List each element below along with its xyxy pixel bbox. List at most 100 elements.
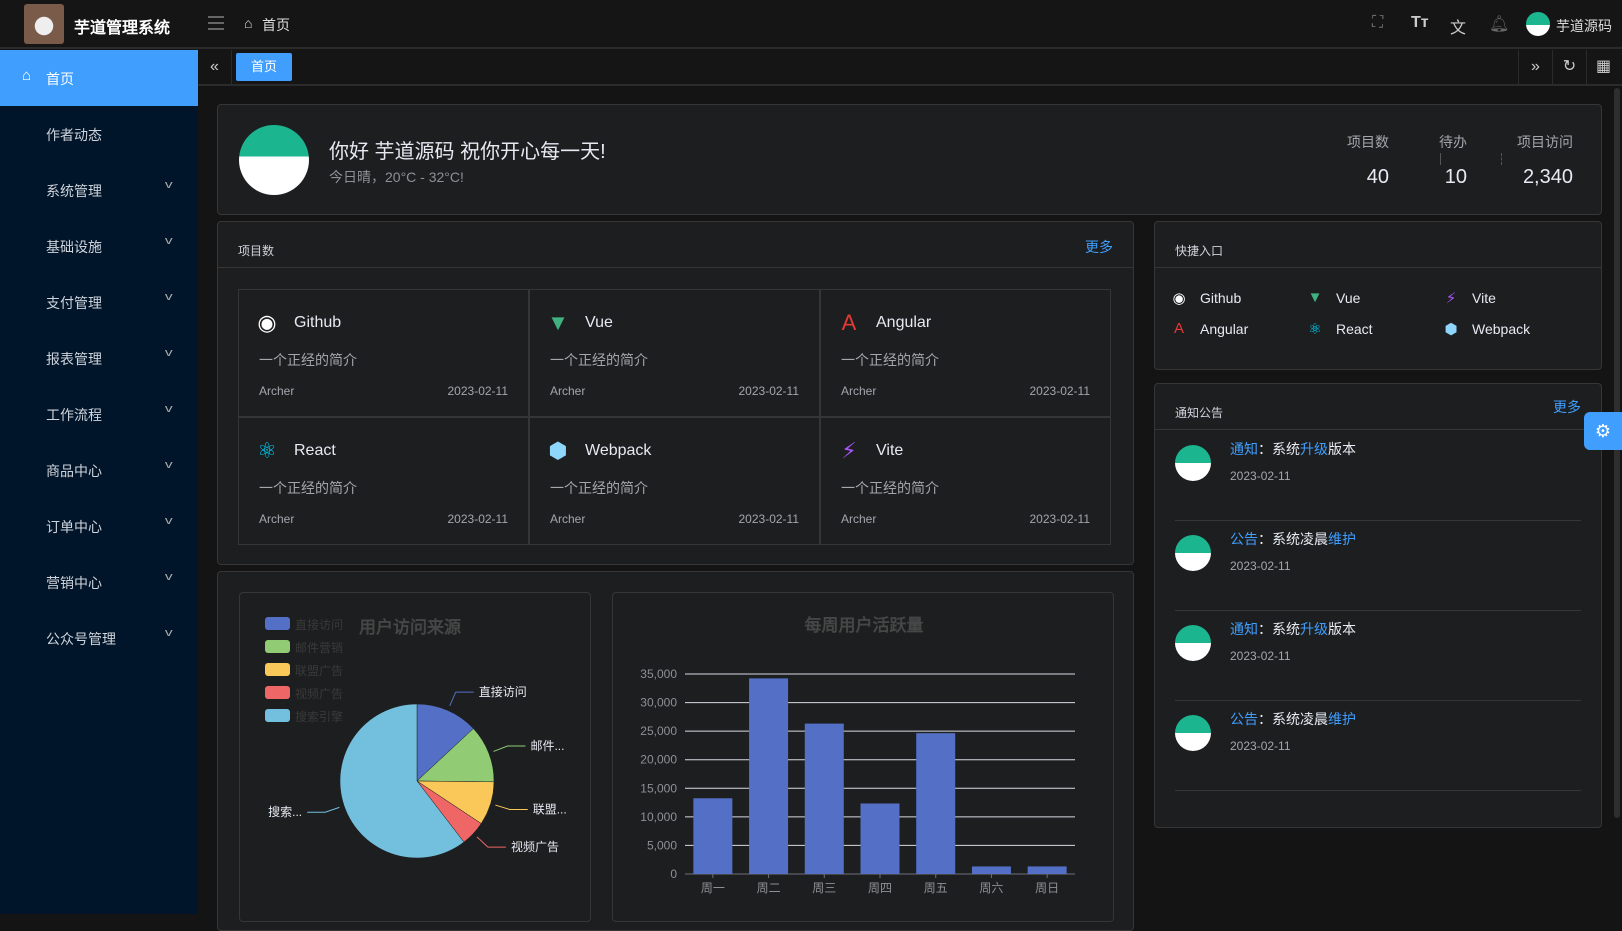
y-tick-label: 5,000	[647, 838, 677, 852]
stat-todo: 待办 10	[1439, 134, 1467, 188]
bar-chart: 每周用户活跃量 0 5,000 10,000 15,000 20,000 25,000 30,…	[640, 615, 1075, 895]
project-item[interactable]: ◉ Github 一个正经的简介 Archer 2023-02-11	[238, 289, 529, 417]
project-date: 2023-02-11	[1029, 384, 1091, 398]
shortcut-label: React	[1336, 321, 1373, 337]
more-link[interactable]: 更多	[1085, 239, 1113, 255]
user-avatar[interactable]	[1526, 12, 1550, 36]
breadcrumb[interactable]: 首页	[262, 17, 290, 33]
sidebar-item[interactable]: 支付管理 v	[0, 274, 198, 330]
label-line	[307, 806, 340, 813]
shortcuts-card: 快捷入口 ◉ Github ▼ Vue ⚡ Vite A Angular ⚛ React ⬢ Webp…	[1154, 221, 1602, 370]
sidebar-item[interactable]: 基础设施 v	[0, 218, 198, 274]
project-desc: 一个正经的简介	[841, 352, 939, 368]
scroll-left-icon[interactable]: «	[198, 50, 232, 84]
project-author: Archer	[841, 384, 877, 398]
sidebar-item[interactable]: ⌂ 首页	[0, 50, 198, 106]
chevron-down-icon: v	[164, 235, 173, 247]
sidebar-item-label: 支付管理	[46, 295, 102, 311]
project-item[interactable]: ⚡ Vite 一个正经的简介 Archer 2023-02-11	[820, 417, 1111, 545]
notice-item[interactable]: 通知：系统升级版本 2023-02-11	[1175, 611, 1581, 701]
sidebar-item[interactable]: 工作流程 v	[0, 386, 198, 442]
sidebar-item-label: 系统管理	[46, 183, 102, 199]
label-line	[495, 804, 528, 810]
sidebar-item[interactable]: 系统管理 v	[0, 162, 198, 218]
sidebar-item-label: 首页	[46, 71, 74, 87]
bar	[916, 733, 956, 874]
project-author: Archer	[550, 384, 586, 398]
label-line	[476, 836, 506, 848]
scrollbar[interactable]	[1614, 88, 1620, 818]
tags-bar: « 首页 » ↻ ▦	[198, 50, 1622, 86]
vite-icon: ⚡	[841, 438, 857, 463]
y-tick-label: 15,000	[640, 781, 677, 795]
shortcut-label: Angular	[1200, 321, 1249, 337]
projects-card: 项目数 更多 ◉ Github 一个正经的简介 Archer 2023-02-1…	[217, 221, 1134, 565]
card-title: 快捷入口	[1175, 244, 1224, 258]
y-tick-label: 25,000	[640, 724, 677, 738]
card-title: 通知公告	[1175, 406, 1224, 420]
project-date: 2023-02-11	[1029, 512, 1091, 526]
sidebar-item[interactable]: 营销中心 v	[0, 554, 198, 610]
sidebar-item[interactable]: 报表管理 v	[0, 330, 198, 386]
font-size-icon[interactable]: Tт	[1411, 14, 1429, 31]
project-name: Webpack	[585, 442, 652, 459]
shortcut-label: Vite	[1472, 290, 1496, 306]
top-header: 芋道管理系统 ⌂ 首页 ⛶ Tт 文 🔔︎ 芋道源码	[0, 0, 1622, 49]
translate-icon[interactable]: 文	[1450, 20, 1467, 37]
legend-label: 搜索引擎	[295, 709, 343, 724]
sidebar-item[interactable]: 公众号管理 v	[0, 610, 198, 666]
more-link[interactable]: 更多	[1553, 399, 1581, 415]
react-icon: ⚛	[257, 438, 277, 463]
sidebar-item[interactable]: 作者动态	[0, 106, 198, 162]
y-tick-label: 0	[670, 867, 677, 881]
chevron-down-icon: v	[164, 571, 173, 583]
card-header: 通知公告 更多	[1155, 384, 1601, 430]
project-item[interactable]: ⚛ React 一个正经的简介 Archer 2023-02-11	[238, 417, 529, 545]
scroll-right-icon[interactable]: »	[1518, 50, 1552, 84]
sidebar-item[interactable]: 订单中心 v	[0, 498, 198, 554]
github-icon: ◉	[257, 310, 277, 335]
legend-swatch	[265, 686, 290, 699]
x-tick-label: 周三	[812, 881, 836, 895]
notice-item[interactable]: 公告：系统凌晨维护 2023-02-11	[1175, 521, 1581, 611]
tab-home[interactable]: 首页	[236, 53, 292, 81]
bell-icon[interactable]: 🔔︎	[1489, 16, 1510, 33]
refresh-icon[interactable]: ↻	[1552, 50, 1586, 84]
label-line	[449, 691, 474, 707]
sidebar-item-label: 订单中心	[46, 519, 102, 535]
project-item[interactable]: ⬢ Webpack 一个正经的简介 Archer 2023-02-11	[529, 417, 820, 545]
notice-avatar	[1175, 625, 1211, 661]
y-tick-label: 35,000	[640, 667, 677, 681]
card-header: 项目数 更多	[218, 222, 1133, 268]
sidebar-item[interactable]: 商品中心 v	[0, 442, 198, 498]
chart-title: 用户访问来源	[359, 617, 461, 637]
pie-chart-box: 用户访问来源 直接访问 邮件营销 联盟广告 视频广告 搜索引擎 直接访问 邮件... 联盟...…	[239, 592, 591, 922]
x-tick-label: 周六	[979, 881, 1003, 895]
card-title: 项目数	[238, 244, 275, 258]
project-name: Vite	[876, 442, 904, 459]
project-date: 2023-02-11	[738, 512, 800, 526]
stat-visits: 项目访问 2,340	[1517, 134, 1573, 188]
sidebar: ⌂ 首页 作者动态 系统管理 v 基础设施 v 支付管理 v 报表管理 v 工作流程 v 商品中心 v 订单中…	[0, 50, 198, 914]
project-item[interactable]: ▼ Vue 一个正经的简介 Archer 2023-02-11	[529, 289, 820, 417]
notice-item[interactable]: 通知：系统升级版本 2023-02-11	[1175, 431, 1581, 521]
notice-date: 2023-02-11	[1230, 469, 1291, 483]
pie-slice	[416, 728, 495, 783]
shortcut-label: Github	[1200, 290, 1242, 306]
collapse-menu-icon[interactable]	[208, 16, 224, 30]
bar	[693, 798, 733, 874]
x-tick-label: 周四	[868, 881, 892, 895]
github-icon: ◉	[1172, 290, 1186, 307]
notice-title: 通知：系统升级版本	[1230, 441, 1356, 457]
project-author: Archer	[259, 512, 295, 526]
fullscreen-icon[interactable]: ⛶	[1372, 14, 1384, 31]
shortcut-label: Webpack	[1472, 321, 1531, 337]
grid-menu-icon[interactable]: ▦	[1586, 50, 1620, 84]
bar	[804, 723, 844, 874]
sidebar-item-label: 作者动态	[46, 127, 102, 143]
username[interactable]: 芋道源码	[1556, 18, 1612, 34]
settings-gear-icon[interactable]: ⚙	[1584, 412, 1622, 450]
notice-item[interactable]: 公告：系统凌晨维护 2023-02-11	[1175, 701, 1581, 791]
vue-icon: ▼	[1307, 289, 1323, 306]
project-item[interactable]: A Angular 一个正经的简介 Archer 2023-02-11	[820, 289, 1111, 417]
